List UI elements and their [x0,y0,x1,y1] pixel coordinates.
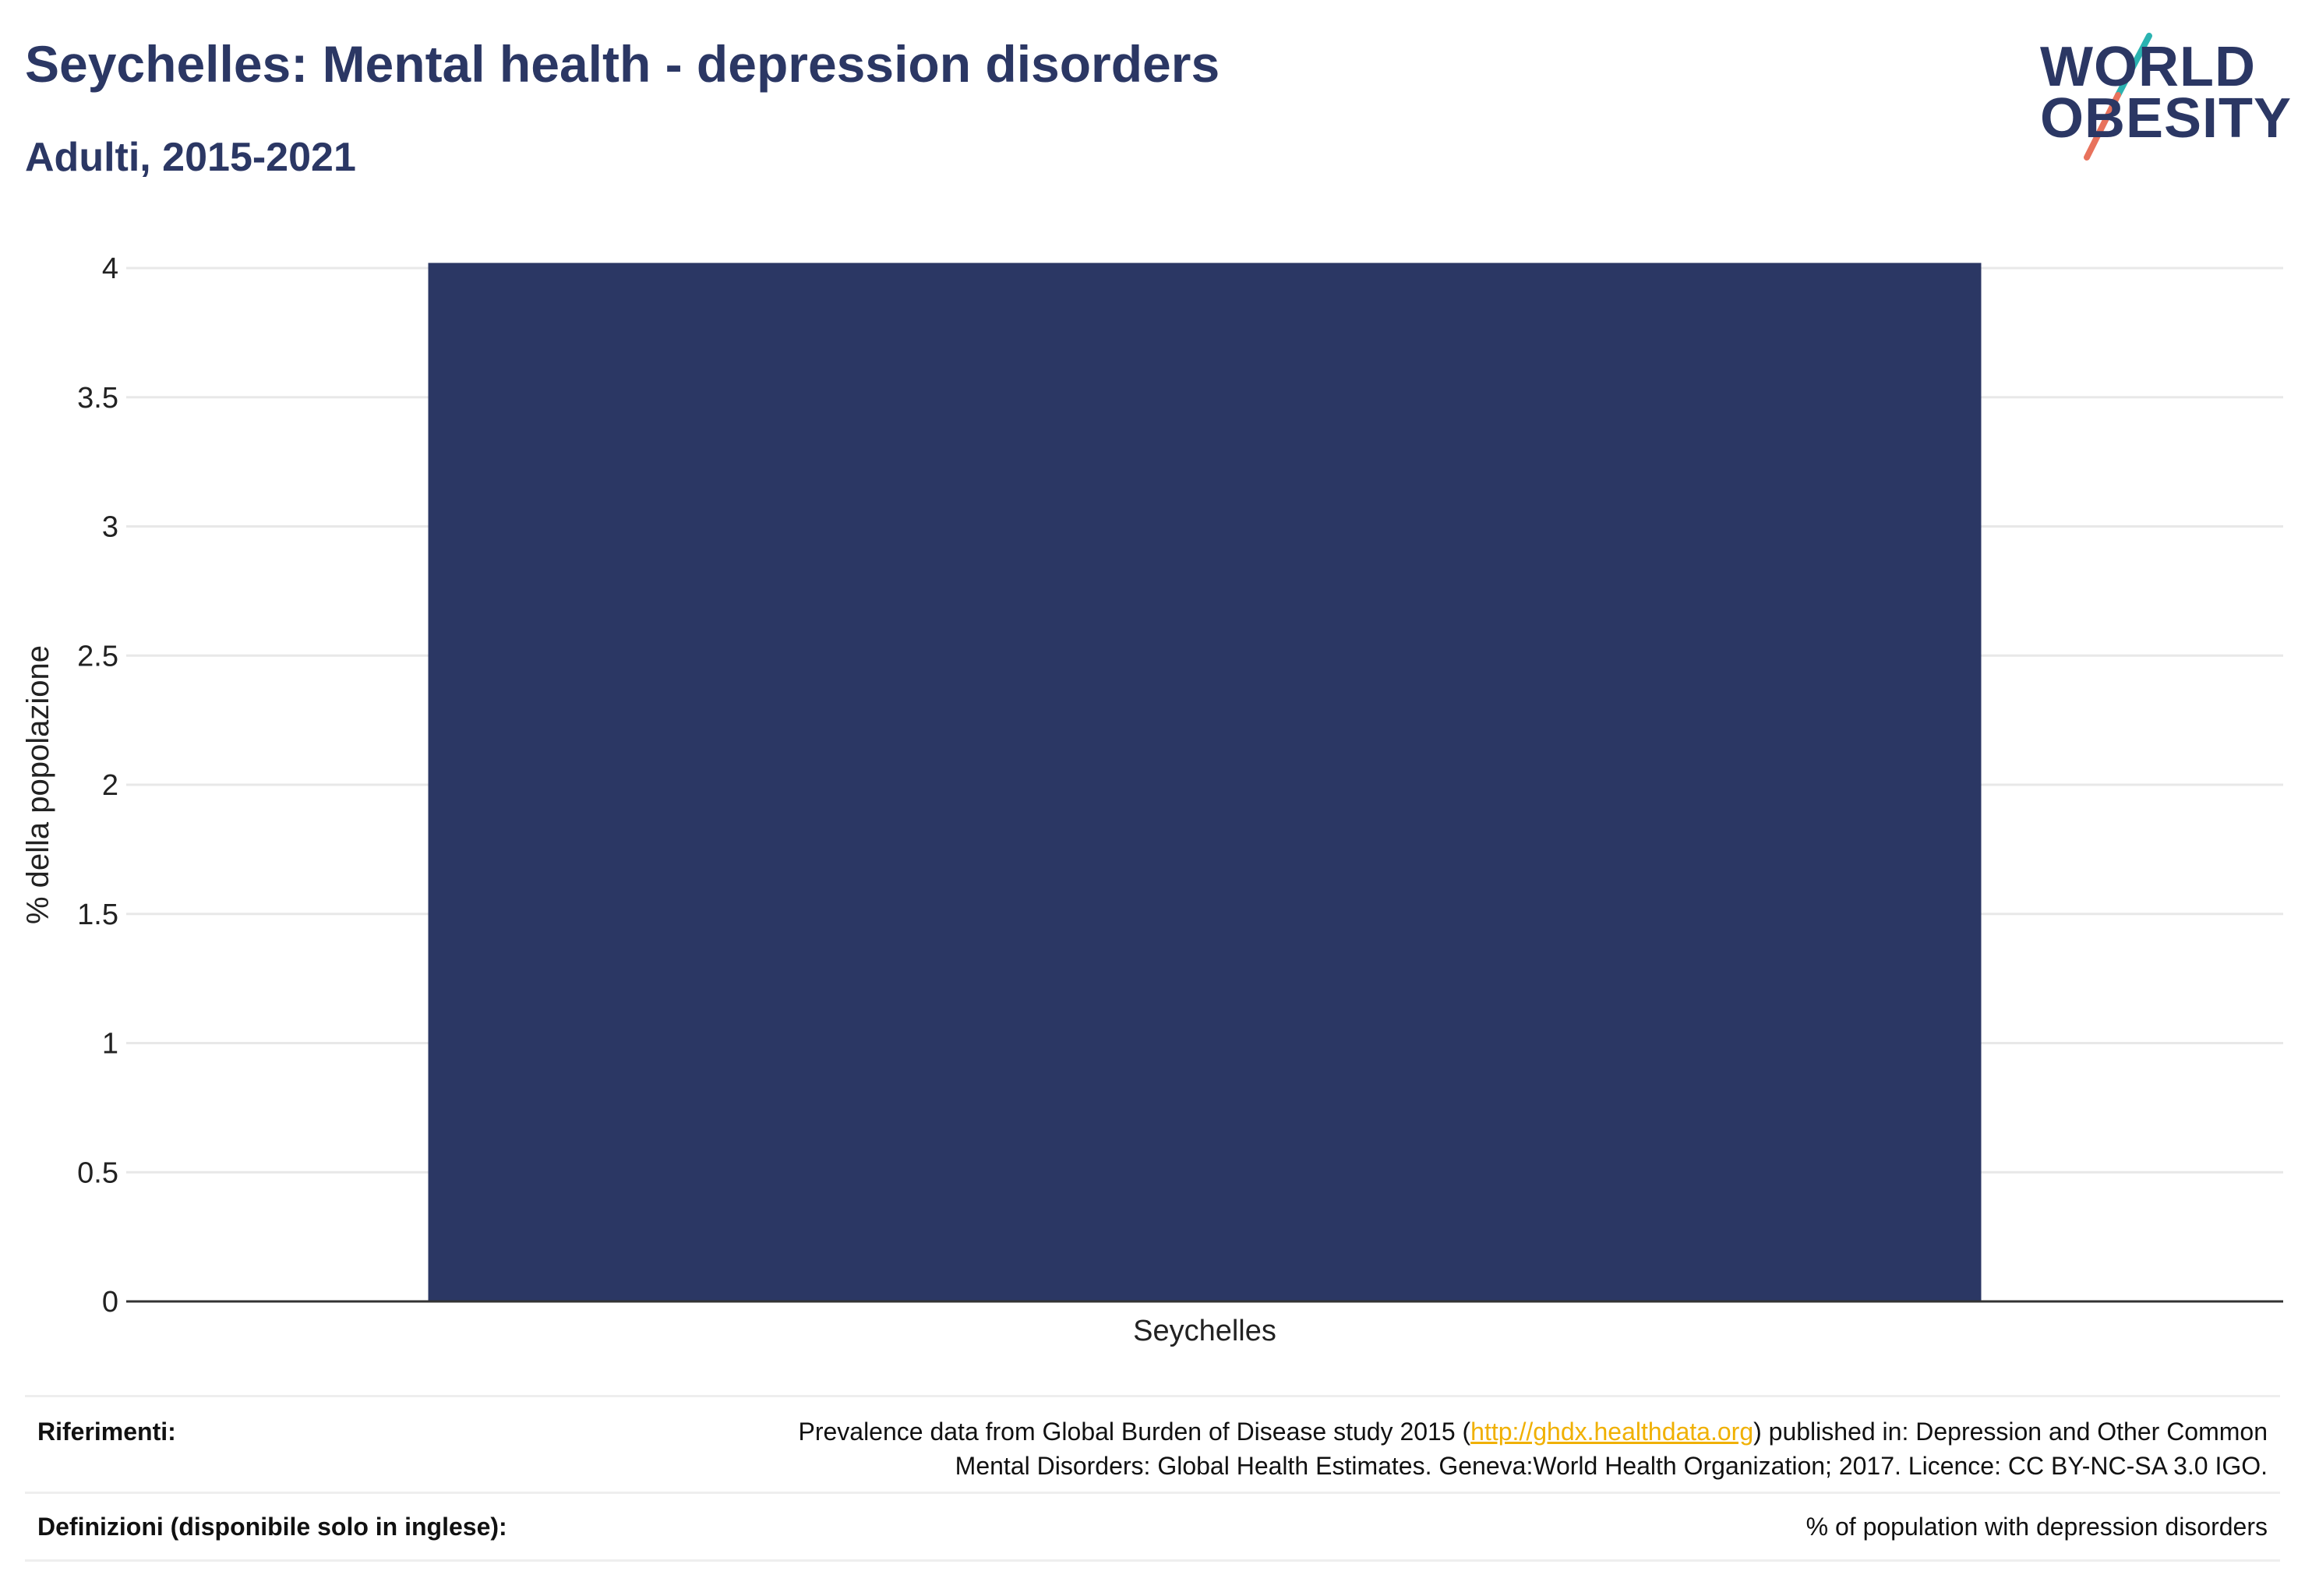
references-text: Prevalence data from Global Burden of Di… [798,1414,2268,1483]
x-tick-labels: Seychelles [1133,1315,1276,1347]
y-tick-label: 0 [102,1286,118,1319]
references-label: Riferimenti: [37,1418,176,1446]
definitions-text: % of population with depression disorder… [1806,1513,2268,1541]
definitions-label: Definizioni (disponibile solo in inglese… [37,1513,507,1541]
x-tick-label: Seychelles [1133,1315,1276,1347]
references-text-line2: Mental Disorders: Global Health Estimate… [955,1452,2268,1480]
chart-title: Seychelles: Mental health - depression d… [25,35,1220,93]
footer: Riferimenti: Prevalence data from Global… [25,1395,2280,1574]
references-text-post: ) published in: Depression and Other Com… [1753,1418,2268,1446]
references-text-pre: Prevalence data from Global Burden of Di… [798,1418,1471,1446]
chart-subtitle: Adulti, 2015-2021 [25,135,356,180]
logo-slash-icon [2084,33,2152,161]
y-tick-label: 1 [102,1028,118,1061]
y-tick-label: 3 [102,511,118,544]
bar-chart: 0 0.5 1 1.5 2 2.5 3 3.5 4 Seychelles % della pop… [21,252,2283,1347]
y-tick-label: 1.5 [77,899,118,931]
y-tick-label: 2.5 [77,640,118,673]
y-tick-label: 3.5 [77,382,118,415]
y-tick-label: 0.5 [77,1156,118,1189]
bars [428,263,1982,1301]
logo-text-world: WORLD [2040,36,2256,98]
y-tick-labels: 0 0.5 1 1.5 2 2.5 3 3.5 4 [77,252,118,1319]
definitions-row: Definizioni (disponibile solo in inglese… [25,1492,2280,1562]
world-obesity-logo[interactable]: WORLD OBESITY [2040,33,2293,165]
references-link[interactable]: http://ghdx.healthdata.org [1470,1418,1754,1446]
bar-seychelles[interactable] [428,263,1982,1301]
logo-text-obesity: OBESITY [2040,87,2293,150]
y-axis-title: % della popolazione [21,645,55,924]
y-tick-label: 2 [102,769,118,802]
references-row: Riferimenti: Prevalence data from Global… [25,1395,2280,1494]
y-tick-label: 4 [102,252,118,285]
